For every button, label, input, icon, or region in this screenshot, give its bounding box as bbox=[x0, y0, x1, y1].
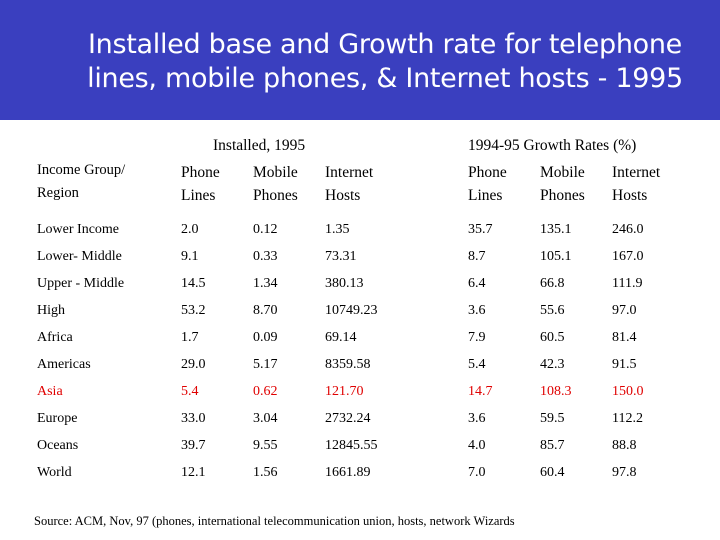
table-cell: 3.6 bbox=[468, 411, 486, 426]
table-cell: 112.2 bbox=[612, 411, 643, 426]
table-cell: 105.1 bbox=[540, 249, 572, 264]
table-cell: 35.7 bbox=[468, 222, 493, 237]
group-header-growth: 1994-95 Growth Rates (%) bbox=[468, 137, 637, 154]
table-cell: 33.0 bbox=[181, 411, 206, 426]
row-label: Africa bbox=[37, 330, 73, 345]
table-cell: 97.8 bbox=[612, 465, 637, 480]
col-header-line: Hosts bbox=[612, 187, 648, 204]
source-note: Source: ACM, Nov, 97 (phones, internatio… bbox=[34, 514, 515, 528]
table-cell: 167.0 bbox=[612, 249, 644, 264]
row-label: Lower- Middle bbox=[37, 249, 122, 264]
row-label: High bbox=[37, 303, 65, 318]
table-cell: 88.8 bbox=[612, 438, 637, 453]
table-cell: 53.2 bbox=[181, 303, 206, 318]
table-cell: 5.4 bbox=[181, 384, 199, 399]
table-cell: 97.0 bbox=[612, 303, 637, 318]
row-label: Upper - Middle bbox=[37, 276, 125, 291]
table-cell: 135.1 bbox=[540, 222, 572, 237]
table-cell: 55.6 bbox=[540, 303, 565, 318]
table-cell: 10749.23 bbox=[325, 303, 378, 318]
table-cell: 7.0 bbox=[468, 465, 486, 480]
table-cell: 2732.24 bbox=[325, 411, 371, 426]
table-cell: 0.12 bbox=[253, 222, 278, 237]
col-header-income-group: Income Group/Region bbox=[37, 159, 125, 205]
col-header-installed-mobile-phones: Mobile Phones bbox=[253, 161, 298, 207]
table-cell: 73.31 bbox=[325, 249, 357, 264]
table-cell: 5.4 bbox=[468, 357, 486, 372]
table-cell: 69.14 bbox=[325, 330, 357, 345]
col-header-line: Lines bbox=[181, 187, 216, 204]
table-cell: 60.4 bbox=[540, 465, 565, 480]
table-cell: 150.0 bbox=[612, 384, 644, 399]
table-cell: 12845.55 bbox=[325, 438, 378, 453]
col-header-line: Region bbox=[37, 185, 79, 201]
table-cell: 0.62 bbox=[253, 384, 278, 399]
row-label: Americas bbox=[37, 357, 91, 372]
table-cell: 1.7 bbox=[181, 330, 199, 345]
table-cell: 246.0 bbox=[612, 222, 644, 237]
table-cell: 5.17 bbox=[253, 357, 278, 372]
col-header-line: Mobile bbox=[540, 164, 585, 181]
table-cell: 0.33 bbox=[253, 249, 278, 264]
col-header-installed-phone-lines: Phone Lines bbox=[181, 161, 220, 207]
row-label: Oceans bbox=[37, 438, 79, 453]
table-cell: 4.0 bbox=[468, 438, 486, 453]
row-label: Lower Income bbox=[37, 222, 120, 237]
table-cell: 1.35 bbox=[325, 222, 350, 237]
table-cell: 8359.58 bbox=[325, 357, 371, 372]
table-cell: 9.1 bbox=[181, 249, 199, 264]
table-cell: 121.70 bbox=[325, 384, 364, 399]
table-cell: 66.8 bbox=[540, 276, 565, 291]
table-cell: 108.3 bbox=[540, 384, 572, 399]
col-header-line: Phone bbox=[181, 164, 220, 181]
slide-title: Installed base and Growth rate for telep… bbox=[0, 28, 720, 96]
table-cell: 8.7 bbox=[468, 249, 486, 264]
table-cell: 3.04 bbox=[253, 411, 278, 426]
col-header-line: Phone bbox=[468, 164, 507, 181]
table-cell: 9.55 bbox=[253, 438, 278, 453]
table-cell: 8.70 bbox=[253, 303, 278, 318]
col-header-growth-mobile-phones: Mobile Phones bbox=[540, 161, 585, 207]
table-cell: 7.9 bbox=[468, 330, 486, 345]
table-cell: 1.34 bbox=[253, 276, 278, 291]
row-label: Europe bbox=[37, 411, 78, 426]
row-label: World bbox=[37, 465, 72, 480]
group-header-installed: Installed, 1995 bbox=[213, 137, 306, 154]
table-cell: 59.5 bbox=[540, 411, 565, 426]
table-cell: 111.9 bbox=[612, 276, 643, 291]
table-cell: 380.13 bbox=[325, 276, 364, 291]
col-header-installed-internet-hosts: Internet Hosts bbox=[325, 161, 373, 207]
col-header-line: Income Group/ bbox=[37, 162, 126, 178]
title-line-2: lines, mobile phones, & Internet hosts -… bbox=[87, 63, 683, 94]
col-header-line: Internet bbox=[612, 164, 661, 181]
table-cell: 1.56 bbox=[253, 465, 278, 480]
table-cell: 12.1 bbox=[181, 465, 206, 480]
table-cell: 85.7 bbox=[540, 438, 565, 453]
col-header-line: Phones bbox=[540, 187, 585, 204]
table-cell: 6.4 bbox=[468, 276, 486, 291]
table-cell: 81.4 bbox=[612, 330, 637, 345]
table-cell: 14.7 bbox=[468, 384, 493, 399]
col-header-line: Hosts bbox=[325, 187, 361, 204]
table-cell: 91.5 bbox=[612, 357, 637, 372]
row-label: Asia bbox=[37, 384, 63, 399]
col-header-growth-phone-lines: Phone Lines bbox=[468, 161, 507, 207]
col-header-line: Phones bbox=[253, 187, 298, 204]
table-cell: 39.7 bbox=[181, 438, 206, 453]
col-header-growth-internet-hosts: Internet Hosts bbox=[612, 161, 660, 207]
table-cell: 2.0 bbox=[181, 222, 199, 237]
table-cell: 3.6 bbox=[468, 303, 486, 318]
table-cell: 14.5 bbox=[181, 276, 206, 291]
table-cell: 0.09 bbox=[253, 330, 278, 345]
table-cell: 60.5 bbox=[540, 330, 565, 345]
title-banner bbox=[0, 0, 720, 120]
col-header-line: Mobile bbox=[253, 164, 298, 181]
col-header-line: Lines bbox=[468, 187, 503, 204]
table-cell: 1661.89 bbox=[325, 465, 371, 480]
title-line-1: Installed base and Growth rate for telep… bbox=[88, 29, 682, 60]
table-cell: 29.0 bbox=[181, 357, 206, 372]
table-cell: 42.3 bbox=[540, 357, 565, 372]
col-header-line: Internet bbox=[325, 164, 374, 181]
